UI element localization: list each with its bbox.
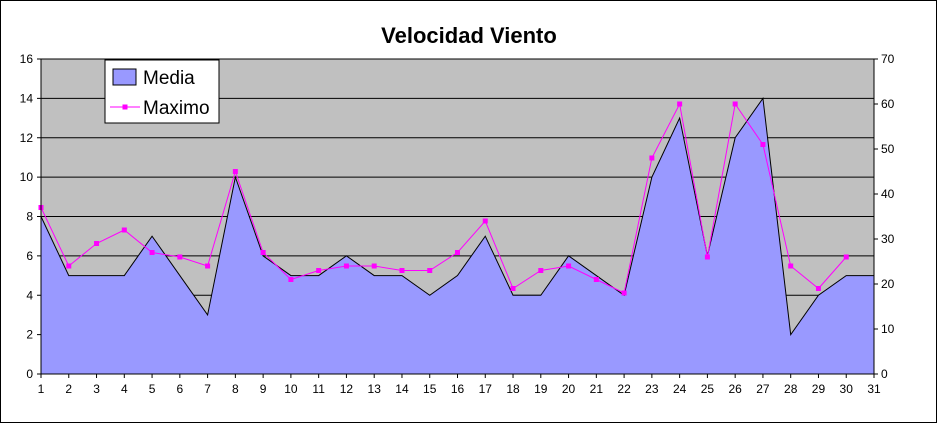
left-axis-tick-label: 14 bbox=[20, 91, 34, 105]
point-maximo bbox=[593, 277, 599, 282]
left-axis-tick-label: 2 bbox=[26, 328, 33, 342]
right-axis-tick-label: 10 bbox=[881, 322, 895, 336]
left-axis-tick-label: 10 bbox=[20, 170, 34, 184]
area-series-media bbox=[41, 98, 874, 374]
point-maximo bbox=[815, 286, 821, 291]
right-axis-tick-label: 60 bbox=[881, 97, 895, 111]
area-outline-media bbox=[40, 97, 874, 336]
x-axis-tick-label: 3 bbox=[93, 382, 100, 396]
line-series-maximo bbox=[40, 102, 847, 294]
right-axis-tick-label: 0 bbox=[881, 367, 888, 381]
left-axis-tick-label: 4 bbox=[26, 288, 33, 302]
left-axis-tick-label: 6 bbox=[26, 249, 33, 263]
x-axis-tick-label: 28 bbox=[784, 382, 798, 396]
legend-label-maximo: Maximo bbox=[143, 98, 210, 119]
left-axis-tick-label: 8 bbox=[26, 210, 33, 224]
point-maximo bbox=[232, 169, 238, 174]
x-axis-tick-label: 9 bbox=[260, 382, 267, 396]
right-axis-tick-label: 70 bbox=[881, 52, 895, 66]
right-axis-tick-label: 50 bbox=[881, 142, 895, 156]
point-maximo bbox=[649, 155, 655, 161]
legend: Media Maximo bbox=[104, 59, 220, 124]
point-maximo bbox=[94, 241, 100, 246]
point-maximo bbox=[149, 250, 155, 255]
point-maximo bbox=[399, 268, 405, 273]
point-maximo bbox=[371, 263, 377, 269]
point-maximo bbox=[177, 254, 183, 260]
x-axis-tick-label: 19 bbox=[534, 382, 548, 396]
point-maximo bbox=[704, 254, 710, 260]
x-axis-tick-label: 20 bbox=[562, 382, 576, 396]
x-axis-tick-label: 10 bbox=[284, 382, 298, 396]
point-maximo bbox=[66, 263, 72, 269]
x-axis-tick-label: 29 bbox=[812, 382, 826, 396]
left-axis-tick-label: 12 bbox=[20, 131, 34, 145]
x-axis-tick-label: 1 bbox=[38, 382, 45, 396]
x-axis-tick-label: 23 bbox=[645, 382, 659, 396]
right-axis-tick-label: 20 bbox=[881, 277, 895, 291]
point-maximo bbox=[732, 101, 738, 107]
x-axis-tick-label: 31 bbox=[867, 382, 881, 396]
point-maximo bbox=[121, 227, 127, 233]
x-axis-tick-label: 11 bbox=[312, 382, 325, 396]
legend-marker-maximo bbox=[122, 104, 128, 110]
x-axis-tick-label: 25 bbox=[701, 382, 715, 396]
x-axis-tick-label: 22 bbox=[617, 382, 631, 396]
x-axis-tick-label: 21 bbox=[590, 382, 604, 396]
point-maximo bbox=[482, 218, 488, 224]
x-axis-tick-label: 7 bbox=[204, 382, 211, 396]
point-maximo bbox=[343, 263, 349, 269]
point-maximo bbox=[288, 277, 294, 282]
right-axis-tick-label: 30 bbox=[881, 232, 895, 246]
x-axis-tick-label: 4 bbox=[121, 382, 128, 396]
point-maximo bbox=[621, 290, 627, 296]
point-maximo bbox=[455, 250, 460, 255]
x-axis-tick-label: 13 bbox=[368, 382, 382, 396]
left-axis-tick-label: 0 bbox=[26, 367, 33, 381]
x-axis-tick-label: 27 bbox=[756, 382, 770, 396]
x-axis-tick-label: 24 bbox=[673, 382, 687, 396]
x-axis-tick-label: 15 bbox=[423, 382, 437, 396]
x-axis-tick-label: 17 bbox=[479, 382, 493, 396]
point-maximo bbox=[843, 254, 849, 260]
x-axis-tick-label: 8 bbox=[232, 382, 239, 396]
x-axis-tick-label: 12 bbox=[340, 382, 354, 396]
x-axis-tick-label: 30 bbox=[840, 382, 854, 396]
x-axis-tick-label: 14 bbox=[395, 382, 409, 396]
point-maximo bbox=[427, 268, 433, 273]
chart-title: Velocidad Viento bbox=[381, 23, 557, 48]
right-axis-tick-label: 40 bbox=[881, 187, 895, 201]
point-maximo bbox=[316, 268, 322, 273]
x-axis-tick-label: 16 bbox=[451, 382, 465, 396]
legend-swatch-media bbox=[112, 68, 137, 86]
point-maximo bbox=[205, 263, 211, 269]
point-maximo bbox=[538, 268, 544, 273]
x-axis-tick-label: 26 bbox=[728, 382, 742, 396]
x-axis-tick-label: 5 bbox=[149, 382, 156, 396]
left-axis-tick-label: 16 bbox=[20, 52, 34, 66]
point-maximo bbox=[788, 263, 794, 269]
x-axis-tick-label: 2 bbox=[65, 382, 72, 396]
x-axis-tick-label: 18 bbox=[506, 382, 520, 396]
point-maximo bbox=[510, 286, 516, 291]
point-maximo bbox=[566, 263, 572, 269]
point-maximo bbox=[760, 142, 766, 147]
point-maximo bbox=[260, 250, 266, 255]
x-axis-tick-label: 6 bbox=[176, 382, 183, 396]
point-maximo bbox=[677, 101, 683, 107]
legend-label-media: Media bbox=[143, 68, 195, 89]
